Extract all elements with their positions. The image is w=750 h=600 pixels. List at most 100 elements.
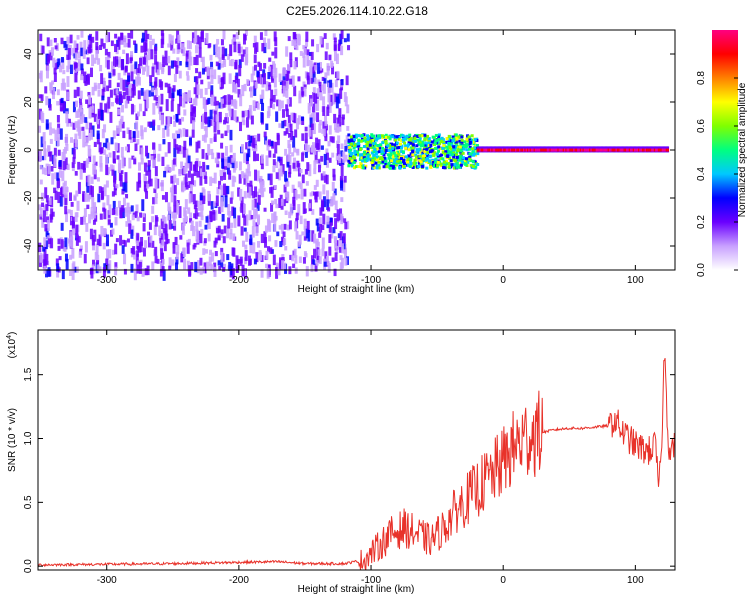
spectrogram-cell	[220, 251, 224, 263]
spectrogram-cell	[344, 221, 348, 230]
spectrogram-cell	[224, 195, 228, 208]
spectrogram-cell	[294, 129, 298, 138]
spectrogram-cell	[125, 53, 129, 65]
spectrogram-cell	[111, 249, 115, 255]
spectrogram-cell	[316, 222, 320, 232]
spectrogram-cell	[268, 66, 272, 72]
spectrogram-cell	[243, 191, 247, 199]
spectrogram-cell	[230, 108, 234, 121]
spectrogram-cell	[64, 205, 68, 215]
spectrogram-cell	[100, 190, 104, 201]
spectrogram-cell	[53, 155, 57, 168]
spectrogram-cell	[415, 138, 419, 142]
spectrogram-cell	[639, 148, 642, 152]
spectrogram-cell	[175, 262, 179, 271]
spectrogram-cell	[283, 238, 287, 246]
spectrogram-cell	[326, 63, 330, 69]
spectrogram-cell	[237, 89, 241, 98]
spectrogram-cell	[213, 266, 217, 277]
spectrogram-cell	[390, 147, 394, 151]
spectrogram-cell	[133, 158, 137, 165]
spectrogram-cell	[54, 63, 58, 70]
spectrogram-cell	[59, 196, 63, 207]
spectrogram-cell	[229, 232, 233, 240]
spectrogram-cell	[396, 146, 400, 150]
spectrogram-cell	[301, 174, 305, 184]
spectrogram-cell	[434, 146, 438, 150]
spectrogram-cell	[130, 103, 134, 115]
spectrogram-cell	[40, 111, 44, 122]
spectrogram-cell	[454, 140, 458, 144]
spectrogram-cell	[87, 135, 91, 141]
spectrogram-cell	[245, 168, 249, 179]
spectrogram-cell	[612, 148, 615, 152]
spectrogram-cell	[335, 245, 339, 254]
spectrogram-cell	[561, 148, 564, 152]
spectrogram-cell	[135, 121, 139, 131]
spectrogram-cell	[60, 57, 64, 63]
spectrogram-cell	[272, 153, 276, 158]
spectrogram-cell	[398, 142, 402, 146]
spectrogram-cell	[66, 65, 70, 73]
spectrogram-cell	[318, 123, 322, 133]
spectrogram-cell	[302, 81, 306, 87]
spectrogram-cell	[163, 241, 167, 252]
spectrogram-cell	[491, 148, 494, 152]
spectrogram-cell	[314, 263, 318, 272]
spectrogram-cell	[210, 148, 214, 155]
spectrogram-cell	[341, 117, 345, 126]
spectrogram-cell	[337, 233, 341, 239]
spectrogram-cell	[331, 136, 335, 143]
spectrogram-cell	[82, 191, 86, 201]
spectrogram-cell	[424, 158, 428, 162]
spectrogram-cell	[201, 67, 205, 75]
spectrogram-cell	[253, 54, 257, 64]
spectrogram-cell	[468, 157, 472, 161]
spectrogram-cell	[260, 158, 264, 170]
spectrogram-cell	[516, 148, 519, 152]
spectrogram-cell	[48, 238, 52, 245]
spectrogram-cell	[136, 216, 140, 222]
spectrogram-cell	[192, 117, 196, 123]
spectrogram-cell	[154, 166, 158, 177]
spectrogram-cell	[393, 166, 397, 170]
spectrogram-cell	[171, 185, 175, 197]
spectrogram-cell	[136, 72, 140, 84]
spectrogram-cell	[126, 238, 130, 243]
spectrogram-cell	[340, 45, 344, 56]
spectrogram-cell	[657, 148, 660, 152]
spectrogram-cell	[359, 161, 363, 165]
spectrogram-cell	[314, 64, 318, 71]
spectrogram-cell	[421, 151, 425, 155]
spectrogram-cell	[396, 161, 400, 165]
spectrogram-cell	[118, 120, 122, 132]
spectrogram-cell	[187, 155, 191, 164]
spectrogram-cell	[182, 98, 186, 108]
spectrogram-cell	[199, 88, 203, 99]
spectrogram-cell	[105, 180, 109, 188]
spectrogram-cell	[296, 160, 300, 167]
spectrogram-cell	[54, 45, 58, 50]
spectrogram-cell	[334, 51, 338, 62]
spectrogram-cell	[104, 103, 108, 113]
spectrogram-cell	[126, 80, 130, 86]
spectrogram-cell	[272, 159, 276, 166]
spectrogram-cell	[217, 130, 221, 135]
spectrogram-cell	[503, 148, 506, 152]
spectrogram-cell	[79, 105, 83, 112]
spectrogram-cell	[286, 224, 290, 231]
spectrogram-cell	[406, 160, 410, 164]
spectrogram-cell	[47, 267, 51, 277]
spectrogram-cell	[520, 148, 523, 152]
spectrogram-cell	[451, 150, 455, 154]
spectrogram-cell	[288, 220, 292, 230]
spectrogram-cell	[313, 233, 317, 244]
spectrogram-cell	[372, 155, 376, 159]
spectrogram-cell	[62, 240, 66, 252]
spectrogram-cell	[379, 157, 383, 161]
spectrogram-cell	[497, 148, 500, 152]
spectrogram-cell	[615, 148, 618, 152]
spectrogram-cell	[246, 191, 250, 198]
spectrogram-cell	[127, 32, 131, 39]
